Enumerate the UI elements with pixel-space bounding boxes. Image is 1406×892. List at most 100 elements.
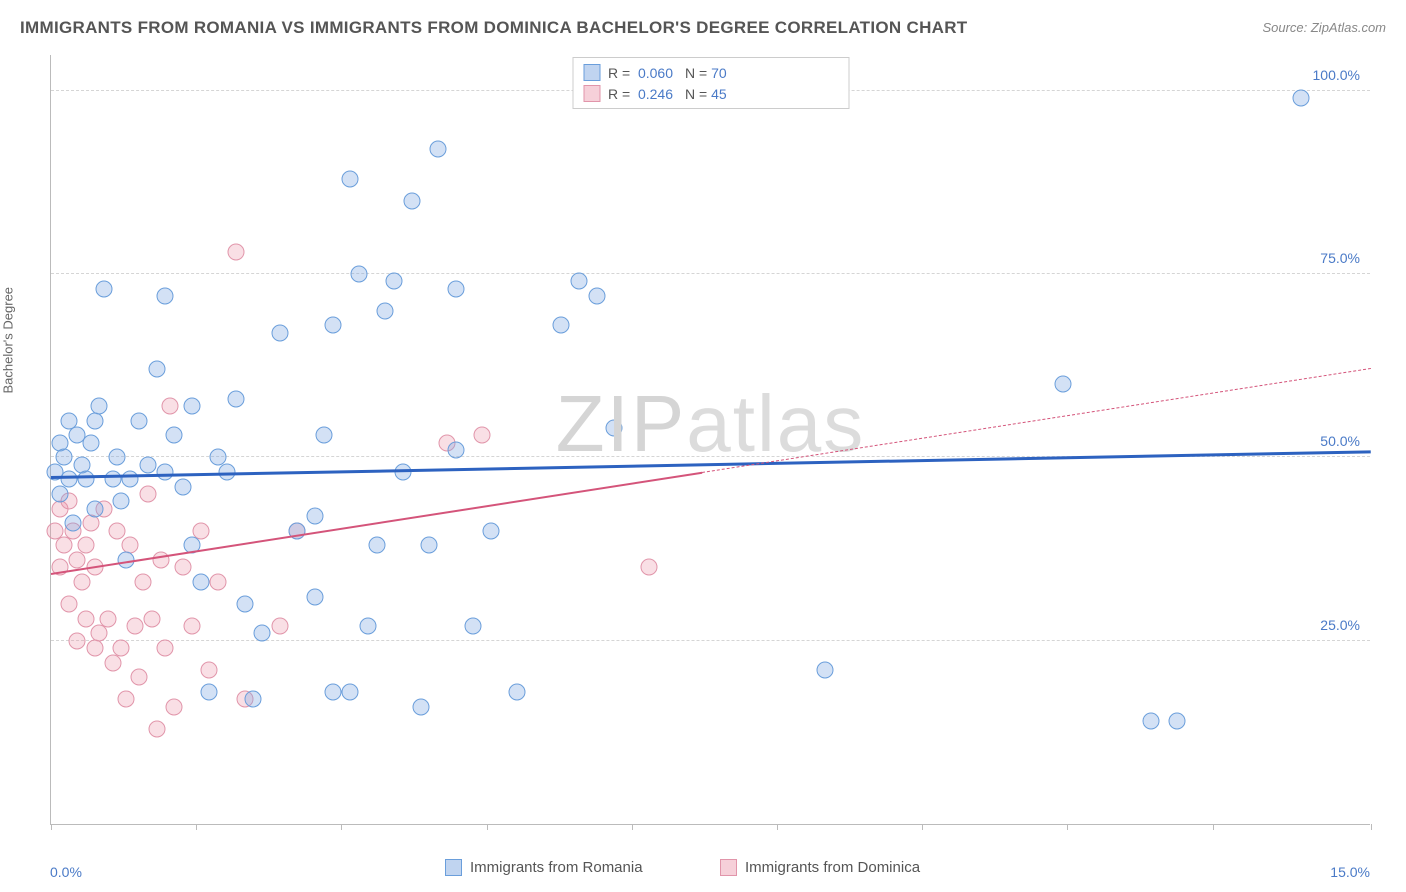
data-point [175, 478, 192, 495]
data-point [1169, 713, 1186, 730]
data-point [56, 537, 73, 554]
y-axis-label: Bachelor's Degree [1, 287, 16, 394]
chart-title: IMMIGRANTS FROM ROMANIA VS IMMIGRANTS FR… [20, 18, 1386, 38]
swatch-blue-icon [445, 859, 462, 876]
legend-item-dominica: Immigrants from Dominica [720, 859, 920, 876]
data-point [324, 684, 341, 701]
data-point [113, 640, 130, 657]
n-value-romania: 70 [711, 65, 727, 81]
data-point [210, 574, 227, 591]
data-point [100, 610, 117, 627]
data-point [447, 280, 464, 297]
data-point [139, 456, 156, 473]
data-point [192, 574, 209, 591]
data-point [227, 244, 244, 261]
data-point [307, 588, 324, 605]
swatch-pink-icon [583, 85, 600, 102]
swatch-blue-icon [583, 64, 600, 81]
data-point [1292, 90, 1309, 107]
plot-area: ZIPatlas R = 0.060 N = 70 R = 0.246 N = … [50, 55, 1370, 825]
legend-row-dominica: R = 0.246 N = 45 [583, 83, 838, 104]
data-point [447, 442, 464, 459]
y-tick-label: 100.0% [1313, 67, 1360, 83]
data-point [56, 449, 73, 466]
data-point [324, 317, 341, 334]
data-point [91, 625, 108, 642]
data-point [69, 552, 86, 569]
data-point [157, 288, 174, 305]
data-point [254, 625, 271, 642]
data-point [271, 324, 288, 341]
data-point [109, 522, 126, 539]
data-point [421, 537, 438, 554]
data-point [236, 596, 253, 613]
data-point [78, 537, 95, 554]
data-point [139, 486, 156, 503]
data-point [386, 273, 403, 290]
legend-row-romania: R = 0.060 N = 70 [583, 62, 838, 83]
x-tick [777, 824, 778, 830]
data-point [104, 654, 121, 671]
data-point [1143, 713, 1160, 730]
data-point [131, 412, 148, 429]
data-point [201, 662, 218, 679]
data-point [588, 288, 605, 305]
data-point [60, 596, 77, 613]
gridline [51, 640, 1370, 641]
data-point [430, 141, 447, 158]
data-point [87, 412, 104, 429]
title-bar: IMMIGRANTS FROM ROMANIA VS IMMIGRANTS FR… [20, 18, 1386, 48]
n-value-dominica: 45 [711, 86, 727, 102]
data-point [245, 691, 262, 708]
n-label: N = [685, 65, 707, 81]
x-tick [196, 824, 197, 830]
data-point [351, 266, 368, 283]
x-tick [51, 824, 52, 830]
data-point [465, 618, 482, 635]
data-point [78, 471, 95, 488]
data-point [131, 669, 148, 686]
r-label: R = [608, 65, 630, 81]
data-point [144, 610, 161, 627]
r-label: R = [608, 86, 630, 102]
data-point [342, 684, 359, 701]
data-point [157, 640, 174, 657]
x-tick [632, 824, 633, 830]
legend-correlation-box: R = 0.060 N = 70 R = 0.246 N = 45 [572, 57, 849, 109]
data-point [412, 698, 429, 715]
data-point [483, 522, 500, 539]
legend-label-romania: Immigrants from Romania [470, 859, 643, 876]
data-point [87, 640, 104, 657]
data-point [377, 302, 394, 319]
x-tick [487, 824, 488, 830]
data-point [113, 493, 130, 510]
data-point [403, 192, 420, 209]
data-point [183, 398, 200, 415]
data-point [51, 486, 68, 503]
x-tick [341, 824, 342, 830]
data-point [157, 464, 174, 481]
data-point [82, 434, 99, 451]
r-value-romania: 0.060 [638, 65, 673, 81]
data-point [271, 618, 288, 635]
data-point [65, 515, 82, 532]
trend-line [51, 451, 1371, 480]
data-point [1055, 376, 1072, 393]
data-point [175, 559, 192, 576]
data-point [148, 720, 165, 737]
swatch-pink-icon [720, 859, 737, 876]
data-point [91, 398, 108, 415]
source-label: Source: ZipAtlas.com [1262, 20, 1386, 35]
x-axis-max-label: 15.0% [1330, 864, 1370, 880]
data-point [126, 618, 143, 635]
data-point [571, 273, 588, 290]
data-point [109, 449, 126, 466]
y-tick-label: 50.0% [1320, 433, 1360, 449]
data-point [104, 471, 121, 488]
y-tick-label: 75.0% [1320, 250, 1360, 266]
data-point [60, 471, 77, 488]
data-point [509, 684, 526, 701]
x-tick [922, 824, 923, 830]
data-point [553, 317, 570, 334]
data-point [474, 427, 491, 444]
